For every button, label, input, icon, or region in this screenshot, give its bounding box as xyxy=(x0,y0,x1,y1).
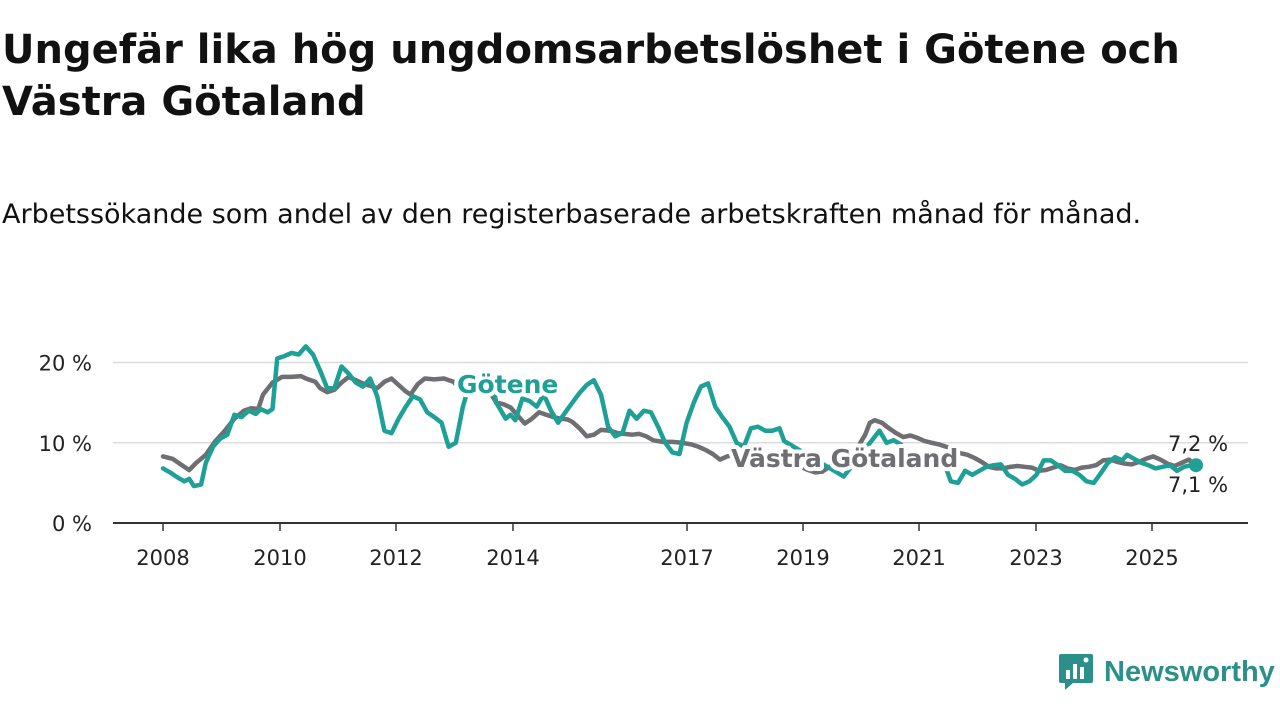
gotene-end-dot xyxy=(1189,458,1203,473)
series-label-vastra-gotaland-halo: Västra Götaland xyxy=(731,444,958,473)
newsworthy-logo[interactable]: Newsworthy xyxy=(1058,652,1275,692)
y-tick-label: 0 % xyxy=(52,512,92,536)
x-tick-label: 2019 xyxy=(776,546,829,570)
x-tick-label: 2012 xyxy=(369,546,422,570)
x-tick-label: 2014 xyxy=(486,546,539,570)
newsworthy-logo-icon xyxy=(1059,654,1093,690)
chart-title: Ungefär lika hög ungdomsarbetslöshet i G… xyxy=(2,27,1180,125)
x-axis: 2008 2010 2012 2014 2017 2019 2021 2023 2025 xyxy=(113,522,1248,570)
series-label-vastra-gotaland: Västra Götaland xyxy=(731,444,958,473)
series-label-gotene-halo: Götene xyxy=(457,370,558,399)
brand-name: Newsworthy xyxy=(1104,655,1275,688)
x-tick-label: 2025 xyxy=(1125,546,1178,570)
line-chart: 0 % 10 % 20 % 2008 2010 2012 2014 2017 2019 2021… xyxy=(39,344,1248,570)
series-lines xyxy=(160,344,1199,489)
x-tick-label: 2017 xyxy=(660,546,713,570)
x-tick-label: 2010 xyxy=(253,546,306,570)
end-label-gotene: 7,2 % xyxy=(1168,432,1228,456)
gridlines xyxy=(113,361,1248,444)
chart-subtitle: Arbetssökande som andel av den registerb… xyxy=(2,199,1142,230)
x-tick-label: 2021 xyxy=(892,546,945,570)
series-line-vastra-gotaland xyxy=(160,373,1199,475)
series-line-gotene xyxy=(160,344,1199,489)
y-axis: 0 % 10 % 20 % xyxy=(39,352,92,537)
y-tick-label: 10 % xyxy=(39,432,92,456)
x-tick-label: 2023 xyxy=(1009,546,1062,570)
y-tick-label: 20 % xyxy=(39,352,92,376)
x-tick-label: 2008 xyxy=(136,546,189,570)
series-label-gotene: Götene xyxy=(457,370,558,399)
end-label-vastra-gotaland: 7,1 % xyxy=(1168,473,1228,497)
